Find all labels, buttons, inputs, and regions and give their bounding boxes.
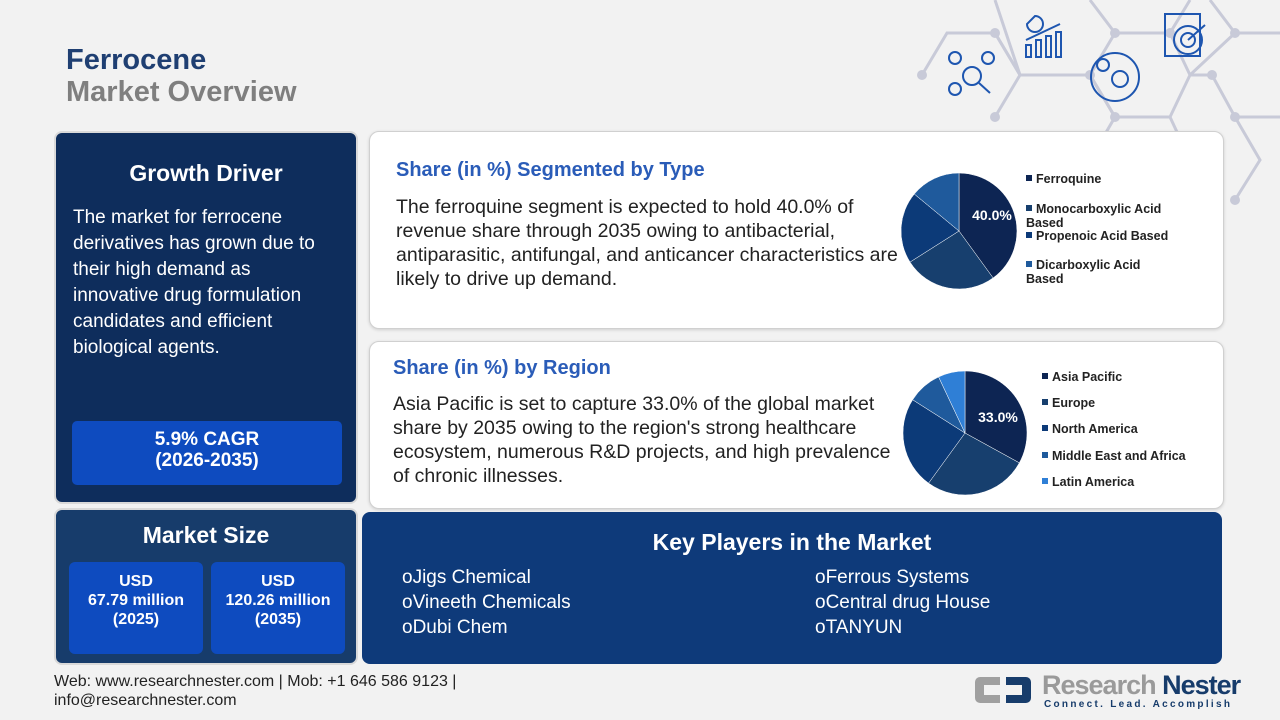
cagr-value: 5.9% CAGR xyxy=(154,429,260,450)
legend-label: Middle East and Africa xyxy=(1052,449,1186,463)
key-player-item: oFerrous Systems xyxy=(815,567,969,589)
pie-data-label: 33.0% xyxy=(978,409,1018,425)
legend-label: Latin America xyxy=(1052,475,1135,489)
legend-label: Asia Pacific xyxy=(1052,370,1123,384)
bullet-icon: o xyxy=(402,567,413,588)
growth-chart-icon xyxy=(1025,14,1062,58)
key-player-item: oJigs Chemical xyxy=(402,567,531,589)
legend-swatch xyxy=(1042,452,1048,458)
market-size-2025: USD 67.79 million (2025) xyxy=(69,562,203,654)
growth-driver-heading: Growth Driver xyxy=(129,160,283,186)
region-heading: Share (in %) by Region xyxy=(393,357,611,379)
type-segment-card: Share (in %) Segmented by Type The ferro… xyxy=(369,131,1224,329)
year: (2035) xyxy=(254,611,302,628)
legend-label: Dicarboxylic Acid Based xyxy=(1026,258,1141,286)
cagr-badge: 5.9% CAGR (2026-2035) xyxy=(72,421,342,485)
legend-item: North America xyxy=(1042,422,1212,436)
legend-label: Monocarboxylic Acid Based xyxy=(1026,202,1162,230)
type-text: The ferroquine segment is expected to ho… xyxy=(396,196,898,290)
bullet-icon: o xyxy=(402,592,413,613)
global-market-icon xyxy=(1090,52,1140,102)
legend-swatch xyxy=(1042,399,1048,405)
legend-swatch xyxy=(1026,205,1032,211)
legend-label: North America xyxy=(1052,422,1138,436)
bullet-icon: o xyxy=(815,567,826,588)
pie-data-label: 40.0% xyxy=(972,207,1012,223)
currency: USD xyxy=(261,573,295,590)
legend-item: Propenoic Acid Based xyxy=(1026,229,1176,243)
value: 67.79 million xyxy=(87,592,185,609)
key-player-name: Central drug House xyxy=(825,592,991,613)
target-clipboard-icon xyxy=(1164,13,1206,57)
key-player-item: oVineeth Chemicals xyxy=(402,592,571,614)
pie-slice-propenoic-acid-based xyxy=(900,193,960,263)
region-segment-card: Share (in %) by Region Asia Pacific is s… xyxy=(369,341,1224,509)
pie-slice-europe xyxy=(928,432,1020,496)
legend-swatch xyxy=(1026,175,1032,181)
logo-name-1: Research xyxy=(1042,670,1157,700)
key-player-name: Dubi Chem xyxy=(412,617,508,638)
market-size-panel: Market Size USD 67.79 million (2025) USD 12… xyxy=(54,508,358,665)
type-heading: Share (in %) Segmented by Type xyxy=(396,159,705,181)
key-player-item: oTANYUN xyxy=(815,617,902,639)
logo-name-2: Nester xyxy=(1162,670,1241,700)
legend-item: Asia Pacific xyxy=(1042,370,1212,384)
region-pie-chart: 33.0% xyxy=(902,370,1028,496)
key-players-heading: Key Players in the Market xyxy=(652,529,932,555)
research-nester-logo: Research Nester Connect. Lead. Accomplis… xyxy=(972,670,1241,710)
pie-slice-latin-america xyxy=(938,370,966,434)
legend-item: Europe xyxy=(1042,396,1212,410)
bullet-icon: o xyxy=(402,617,413,638)
market-size-heading: Market Size xyxy=(142,522,270,548)
growth-driver-text: The market for ferrocene derivatives has… xyxy=(73,207,315,358)
key-player-name: Jigs Chemical xyxy=(412,567,531,588)
key-player-name: TANYUN xyxy=(825,617,903,638)
legend-swatch xyxy=(1026,261,1032,267)
network-analysis-icon xyxy=(948,51,995,96)
pie-slice-dicarboxylic-acid-based xyxy=(913,172,960,232)
market-size-2035: USD 120.26 million (2035) xyxy=(211,562,345,654)
legend-item: Monocarboxylic Acid Based xyxy=(1026,202,1176,230)
footer-contact: Web: www.researchnester.com | Mob: +1 64… xyxy=(54,672,554,710)
key-players-panel: Key Players in the Market oJigs Chemical… xyxy=(362,512,1222,664)
pie-slice-north-america xyxy=(902,399,966,484)
bullet-icon: o xyxy=(815,592,826,613)
legend-swatch xyxy=(1042,478,1048,484)
legend-swatch xyxy=(1042,425,1048,431)
logo-mark-icon xyxy=(975,677,1031,703)
footer-web-phone: Web: www.researchnester.com | Mob: +1 64… xyxy=(54,673,457,690)
key-player-item: oDubi Chem xyxy=(402,617,508,639)
key-player-name: Vineeth Chemicals xyxy=(412,592,571,613)
hexagon-background-decoration xyxy=(917,0,1280,205)
legend-item: Dicarboxylic Acid Based xyxy=(1026,258,1176,286)
legend-swatch xyxy=(1042,373,1048,379)
page-title: Ferrocene xyxy=(66,44,207,76)
year: (2025) xyxy=(112,611,160,628)
legend-swatch xyxy=(1026,232,1032,238)
region-text: Asia Pacific is set to capture 33.0% of … xyxy=(393,393,891,487)
cagr-period: (2026-2035) xyxy=(155,450,259,471)
growth-driver-panel: Growth Driver The market for ferrocene d… xyxy=(54,131,358,504)
pie-slice-asia-pacific xyxy=(964,370,1028,464)
page-subtitle: Market Overview xyxy=(66,76,297,108)
pie-slice-monocarboxylic-acid-based xyxy=(909,230,994,290)
legend-item: Latin America xyxy=(1042,475,1212,489)
legend-label: Ferroquine xyxy=(1036,172,1102,186)
legend-label: Propenoic Acid Based xyxy=(1036,229,1169,243)
currency: USD xyxy=(119,573,153,590)
value: 120.26 million xyxy=(225,592,331,609)
key-player-name: Ferrous Systems xyxy=(825,567,970,588)
type-pie-chart: 40.0% xyxy=(900,172,1018,290)
bullet-icon: o xyxy=(815,617,826,638)
legend-label: Europe xyxy=(1052,396,1096,410)
legend-item: Middle East and Africa xyxy=(1042,449,1212,463)
footer-email: info@researchnester.com xyxy=(54,692,237,709)
pie-slice-ferroquine xyxy=(958,172,1018,279)
logo-tagline: Connect. Lead. Accomplish xyxy=(1044,699,1233,710)
legend-item: Ferroquine xyxy=(1026,172,1176,186)
key-player-item: oCentral drug House xyxy=(815,592,990,614)
